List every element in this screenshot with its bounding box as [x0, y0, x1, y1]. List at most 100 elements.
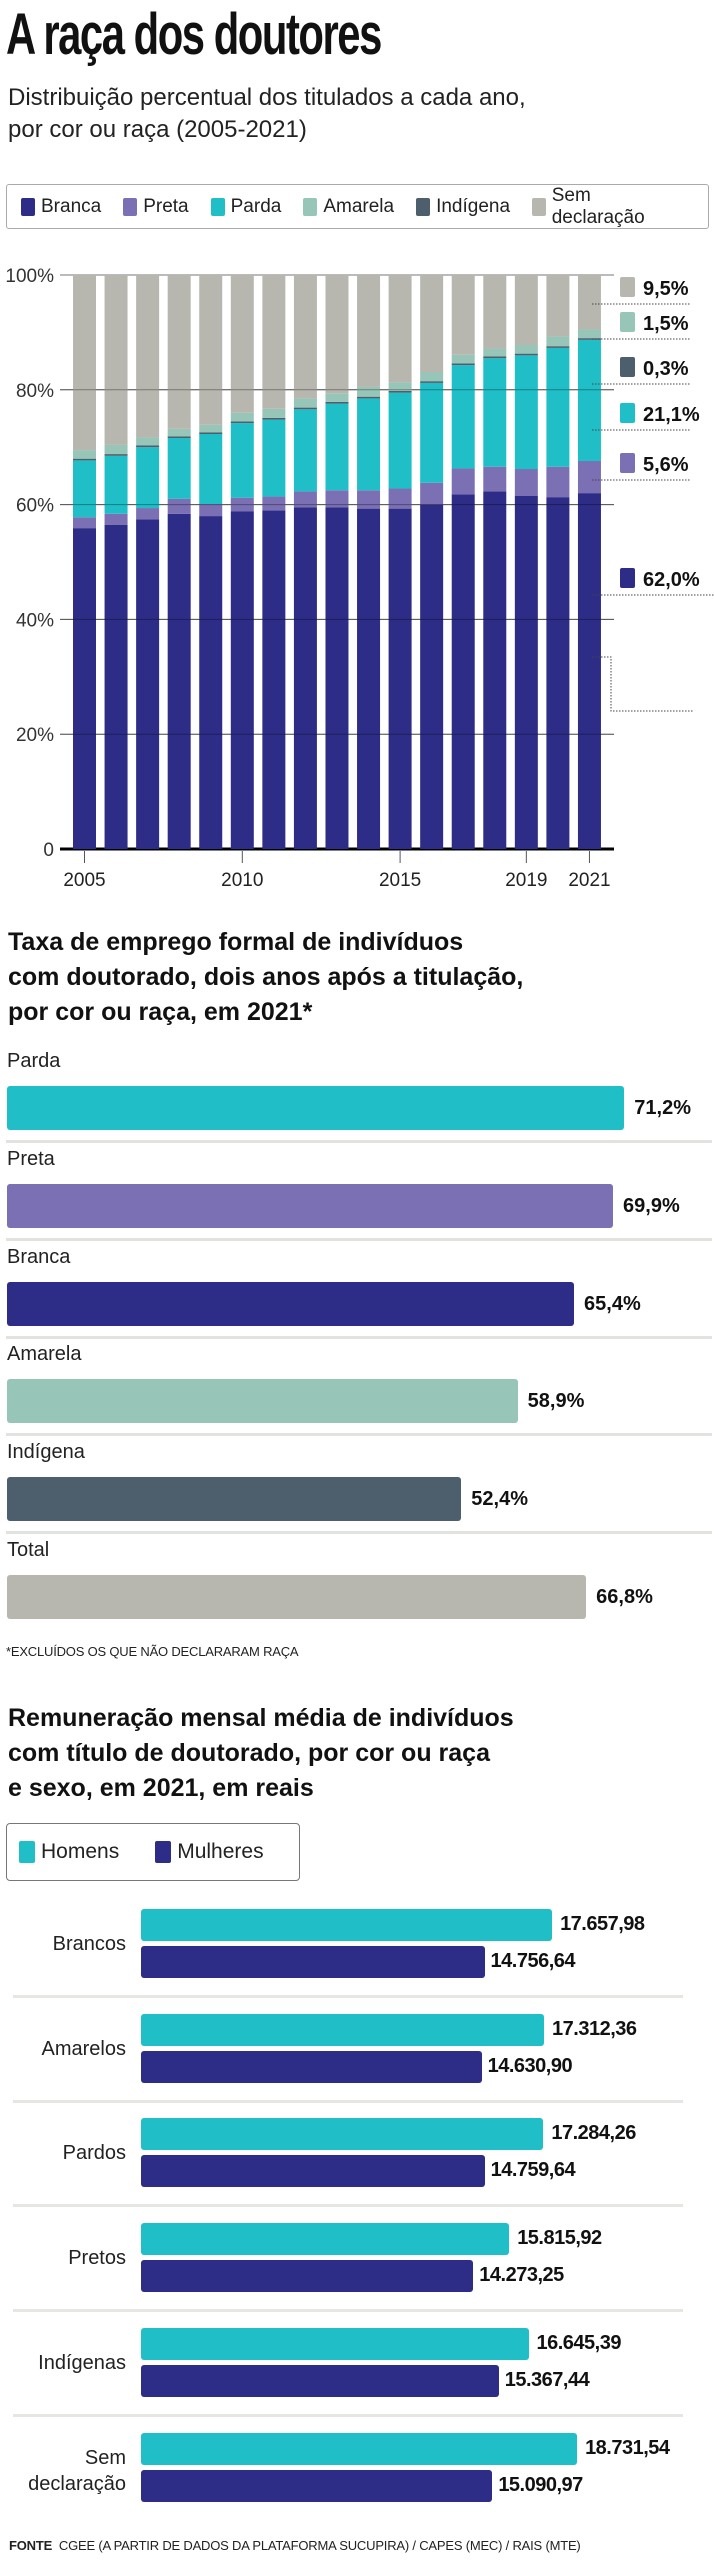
- source-text: CGEE (A PARTIR DE DADOS DA PLATAFORMA SU…: [58, 2538, 581, 2553]
- group-label: Brancos: [52, 1933, 126, 1955]
- bar-segment-sem-2008: [167, 275, 191, 429]
- y-tick-label: 0: [43, 840, 54, 861]
- employment-value: 58,9%: [527, 1390, 585, 1413]
- bar-segment-indigena-2011: [262, 417, 286, 420]
- stacked-chart-legend: Branca Preta Parda Amarela Indígena Sem decla…: [6, 184, 709, 229]
- bar-segment-indigena-2021: [577, 338, 601, 340]
- employment-bar-indigena: [7, 1477, 462, 1522]
- employment-title-line-1: Taxa de emprego formal de indivíduos: [8, 928, 464, 956]
- bar-segment-sem-2007: [136, 275, 160, 438]
- bar-segment-indigena-2012: [293, 407, 317, 410]
- value-mulheres: 15.090,97: [498, 2473, 583, 2496]
- y-tick-label: 100%: [5, 266, 54, 287]
- bar-segment-preta-2016: [420, 482, 444, 505]
- group-label: Pardos: [62, 2142, 126, 2165]
- employment-title-line-2: com doutorado, dois anos após a titulaçã…: [8, 963, 524, 991]
- bar-segment-parda-2005: [73, 460, 96, 518]
- bar-segment-branca-2017: [451, 494, 475, 849]
- bar-segment-parda-2015: [388, 392, 412, 489]
- value-mulheres: 14.630,90: [487, 2054, 573, 2077]
- stacked-bar-chart: 100% 80% 60% 40% 20% 0 2005 2010 2015 2019 2021 9,5…: [5, 266, 714, 891]
- bar-segment-indigena-2005: [73, 458, 96, 461]
- group-separator: [13, 2204, 683, 2208]
- bar-segment-amarela-2020: [546, 336, 570, 347]
- bar-homens: [141, 2327, 529, 2360]
- x-tick-label: 2021: [568, 870, 610, 891]
- bar-segment-preta-2012: [293, 491, 317, 508]
- bar-segment-parda-2019: [514, 355, 538, 470]
- legend-swatch: [210, 197, 225, 216]
- bar-segment-amarela-2018: [483, 348, 507, 357]
- row-category-label: Indígena: [7, 1441, 85, 1464]
- end-label-value: 1,5%: [643, 313, 689, 335]
- bar-segment-branca-2013: [325, 507, 349, 849]
- bar-segment-sem-2014: [357, 275, 381, 387]
- row-separator: [6, 1335, 712, 1339]
- legend-swatch: [303, 197, 318, 216]
- bar-segment-parda-2014: [357, 398, 381, 491]
- row-category-label: Branca: [7, 1245, 71, 1268]
- group-separator: [13, 2413, 683, 2417]
- row-category-label: Preta: [7, 1147, 55, 1170]
- legend-swatch: [416, 197, 431, 216]
- bar-segment-indigena-2010: [230, 421, 254, 424]
- legend-item-branca: Branca: [21, 196, 101, 218]
- bar-segment-amarela-2005: [73, 450, 96, 459]
- bar-segment-parda-2012: [293, 409, 317, 492]
- bar-segment-indigena-2006: [104, 454, 128, 456]
- employment-bar-amarela: [7, 1379, 518, 1424]
- bar-segment-parda-2010: [230, 423, 254, 498]
- bar-segment-sem-2020: [546, 275, 570, 337]
- bar-segment-indigena-2017: [451, 363, 475, 366]
- bar-segment-amarela-2013: [325, 393, 349, 402]
- x-tick-label: 2010: [221, 870, 263, 891]
- row-separator: [6, 1531, 712, 1535]
- bar-mulheres: [141, 2364, 499, 2397]
- bar-segment-amarela-2010: [230, 412, 254, 422]
- bar-segment-branca-2014: [357, 508, 381, 849]
- bar-segment-parda-2011: [262, 419, 286, 497]
- bar-segment-amarela-2008: [167, 428, 191, 437]
- bar-segment-indigena-2019: [514, 353, 538, 356]
- legend-swatch: [19, 1841, 35, 1863]
- end-label-value: 5,6%: [643, 454, 689, 476]
- legend-item-sem: Sem declaração: [532, 185, 686, 229]
- employment-value: 66,8%: [596, 1586, 653, 1608]
- bar-segment-branca-2008: [167, 513, 191, 849]
- legend-label: Parda: [230, 195, 282, 217]
- bar-segment-branca-2019: [514, 495, 538, 849]
- bar-segment-branca-2015: [388, 508, 412, 849]
- bar-segment-sem-2012: [293, 275, 317, 399]
- bar-segment-preta-2020: [546, 466, 570, 498]
- salary-legend: Homens Mulheres: [6, 1823, 300, 1881]
- bar-segment-preta-2019: [514, 469, 538, 496]
- employment-bar-sem: [7, 1575, 587, 1619]
- bar-segment-amarela-2007: [136, 437, 160, 446]
- bar-mulheres: [141, 2260, 474, 2293]
- employment-value: 71,2%: [634, 1097, 692, 1119]
- bar-segment-preta-2007: [136, 508, 160, 520]
- bar-segment-preta-2013: [325, 490, 349, 508]
- bar-segment-parda-2006: [104, 455, 128, 514]
- salary-title-line-2: com título de doutorado, por cor ou raça: [8, 1739, 490, 1767]
- legend-item-amarela: Amarela: [303, 196, 394, 218]
- salary-title-line-3: e sexo, em 2021, em reais: [8, 1774, 314, 1802]
- bar-segment-branca-2020: [546, 497, 570, 849]
- leader-line-indigena: [592, 656, 694, 712]
- group-label: Amarelos: [41, 2037, 126, 2060]
- bar-segment-parda-2020: [546, 347, 570, 467]
- source-footer: FONTE CGEE (A PARTIR DE DADOS DA PLATAFO…: [9, 2538, 581, 2553]
- value-mulheres: 14.273,25: [479, 2264, 564, 2287]
- bar-segment-preta-2010: [230, 497, 254, 512]
- employment-value: 65,4%: [584, 1292, 641, 1315]
- bar-segment-indigena-2007: [136, 445, 160, 448]
- bar-homens: [141, 2118, 544, 2151]
- legend-label: Amarela: [323, 195, 395, 217]
- legend-label: Indígena: [436, 195, 511, 217]
- bar-mulheres: [141, 2050, 482, 2083]
- bar-segment-sem-2017: [451, 275, 475, 355]
- value-mulheres: 15.367,44: [504, 2368, 590, 2391]
- x-tick-label: 2005: [63, 870, 105, 891]
- bar-segment-preta-2014: [357, 490, 381, 509]
- end-label-value: 62,0%: [643, 569, 700, 591]
